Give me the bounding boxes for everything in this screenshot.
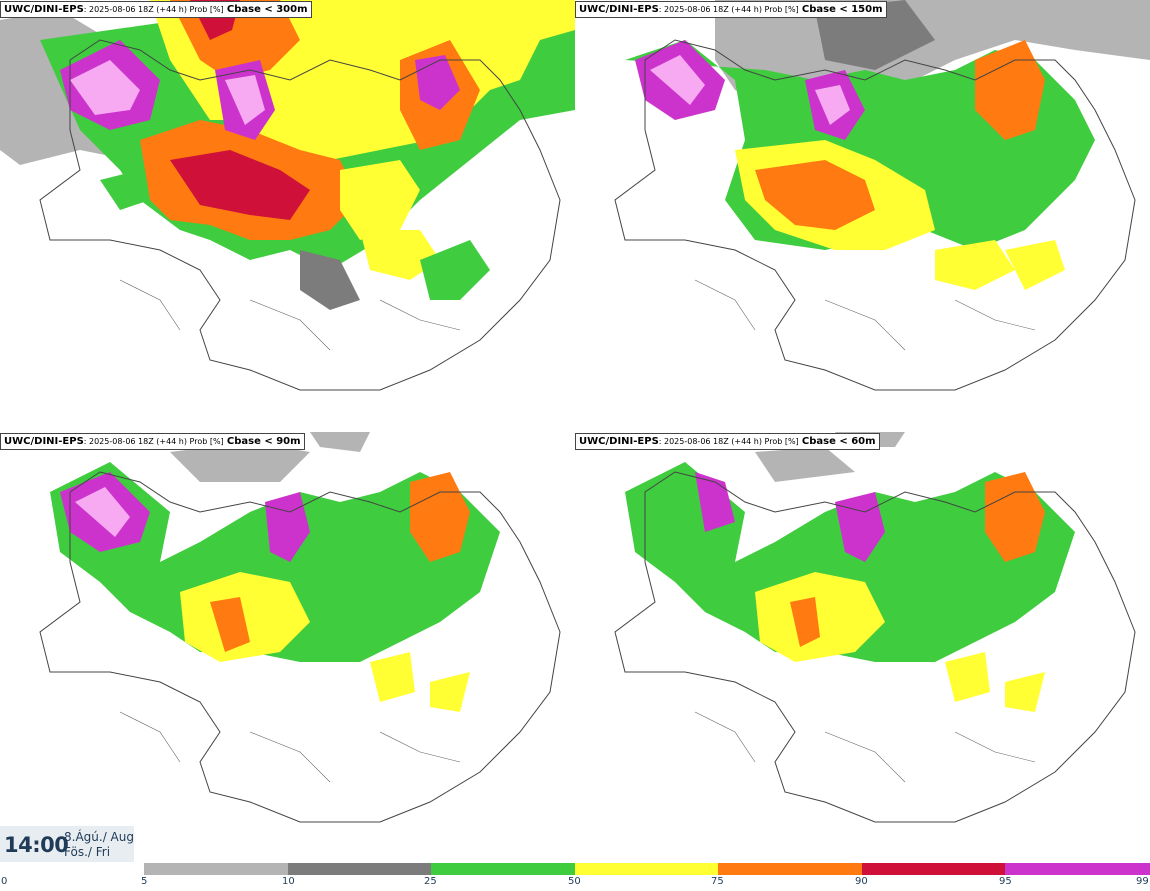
run-meta: : 2025-08-06 18Z (+44 h) Prob [%] — [658, 437, 799, 446]
valid-time: 14:00 — [4, 833, 69, 857]
panel-title: UWC/DINI-EPS: 2025-08-06 18Z (+44 h) Pro… — [0, 1, 312, 18]
tick-label: 0 — [1, 876, 8, 887]
valid-date-line2: Fös./ Fri — [64, 845, 111, 859]
model-name: UWC/DINI-EPS — [4, 4, 84, 15]
tick-label: 95 — [999, 876, 1012, 887]
panel-title: UWC/DINI-EPS: 2025-08-06 18Z (+44 h) Pro… — [575, 1, 887, 18]
colorbar-segment-5-10 — [144, 863, 288, 875]
variable-label: Cbase < 150m — [801, 4, 883, 15]
variable-label: Cbase < 90m — [226, 436, 301, 447]
map-panel-150m: UWC/DINI-EPS: 2025-08-06 18Z (+44 h) Pro… — [575, 0, 1150, 432]
variable-label: Cbase < 60m — [801, 436, 876, 447]
variable-label: Cbase < 300m — [226, 4, 308, 15]
model-name: UWC/DINI-EPS — [579, 436, 659, 447]
tick-label: 10 — [282, 876, 295, 887]
valid-date-line1: 8.Ágú./ Aug — [64, 830, 134, 844]
run-meta: : 2025-08-06 18Z (+44 h) Prob [%] — [83, 437, 224, 446]
tick-label: 50 — [568, 876, 581, 887]
tick-label: 99 — [1136, 876, 1149, 887]
probability-colorbar — [144, 863, 1150, 875]
colorbar-segment-25-50 — [431, 863, 575, 875]
valid-time-box: 14:00 8.Ágú./ Aug Fös./ Fri — [0, 826, 134, 862]
map-150m — [614, 0, 1150, 391]
run-meta: : 2025-08-06 18Z (+44 h) Prob [%] — [658, 5, 799, 14]
colorbar-ticks: 0 5 10 25 50 75 90 95 99 — [0, 876, 1150, 890]
tick-label: 75 — [711, 876, 724, 887]
map-90m — [39, 432, 561, 823]
colorbar-segment-95-99 — [1005, 863, 1150, 875]
model-name: UWC/DINI-EPS — [579, 4, 659, 15]
map-300m — [0, 0, 575, 391]
model-name: UWC/DINI-EPS — [4, 436, 84, 447]
map-panel-90m: UWC/DINI-EPS: 2025-08-06 18Z (+44 h) Pro… — [0, 432, 575, 864]
colorbar-segment-10-25 — [288, 863, 431, 875]
colorbar-segment-75-90 — [718, 863, 862, 875]
panel-title: UWC/DINI-EPS: 2025-08-06 18Z (+44 h) Pro… — [0, 433, 305, 450]
map-panel-60m: UWC/DINI-EPS: 2025-08-06 18Z (+44 h) Pro… — [575, 432, 1150, 864]
map-panel-300m: UWC/DINI-EPS: 2025-08-06 18Z (+44 h) Pro… — [0, 0, 575, 432]
panel-title: UWC/DINI-EPS: 2025-08-06 18Z (+44 h) Pro… — [575, 433, 880, 450]
tick-label: 5 — [141, 876, 148, 887]
tick-label: 90 — [855, 876, 868, 887]
colorbar-segment-50-75 — [575, 863, 718, 875]
run-meta: : 2025-08-06 18Z (+44 h) Prob [%] — [83, 5, 224, 14]
colorbar-segment-90-95 — [862, 863, 1005, 875]
map-60m — [614, 432, 1136, 823]
tick-label: 25 — [424, 876, 437, 887]
valid-date: 8.Ágú./ Aug Fös./ Fri — [64, 830, 134, 860]
